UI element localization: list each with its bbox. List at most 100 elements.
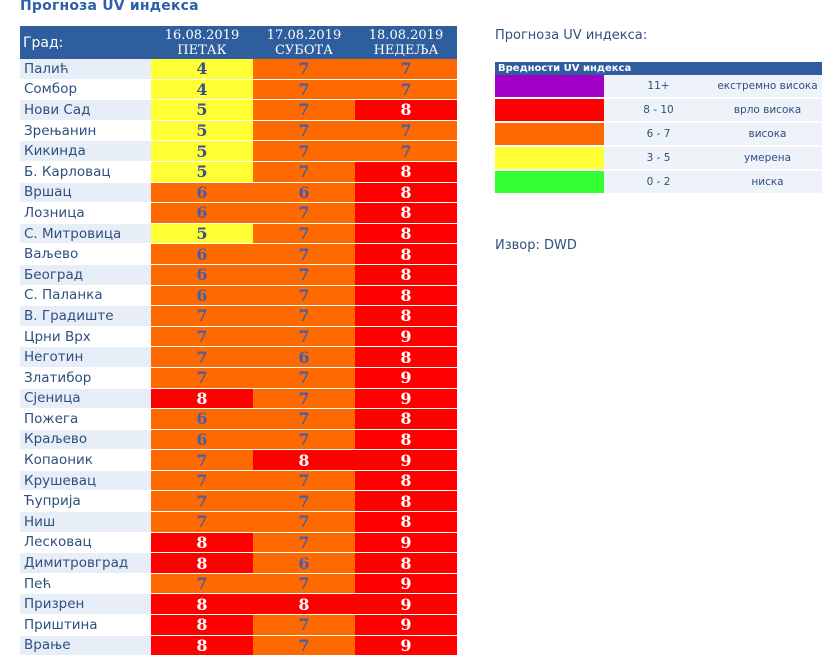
city-name: Сомбор xyxy=(20,79,151,101)
legend-row: 11+ екстремно висока xyxy=(495,75,822,99)
uv-value-day-3: 8 xyxy=(355,182,457,204)
table-row: Пећ 7 7 9 xyxy=(20,573,457,595)
uv-value-day-3: 8 xyxy=(355,243,457,265)
uv-value-day-2: 7 xyxy=(253,120,355,142)
table-row: В. Градиште 7 7 8 xyxy=(20,305,457,327)
uv-value-day-1: 5 xyxy=(151,99,253,121)
uv-value-day-2: 7 xyxy=(253,264,355,286)
uv-value-day-2: 7 xyxy=(253,161,355,183)
uv-legend-table: Вредности UV индекса 11+ екстремно висок… xyxy=(495,62,822,195)
table-row: Вршац 6 6 8 xyxy=(20,182,457,204)
city-name: Б. Карловац xyxy=(20,161,151,183)
city-name: Ћуприја xyxy=(20,490,151,513)
table-row: Кикинда 5 7 7 xyxy=(20,140,457,162)
uv-value-day-3: 9 xyxy=(355,388,457,410)
uv-value-day-3: 8 xyxy=(355,264,457,286)
legend-label: висока xyxy=(713,122,822,147)
uv-value-day-1: 7 xyxy=(151,305,253,327)
uv-table-body: Палић 4 7 7 Сомбор 4 7 7 Нови Сад 5 7 8 Зрењанин 5 7 7 К… xyxy=(20,59,457,656)
table-row: Приштина 8 7 9 xyxy=(20,614,457,636)
day-date: 16.08.2019 xyxy=(164,27,240,43)
uv-value-day-2: 7 xyxy=(253,635,355,656)
uv-value-day-2: 7 xyxy=(253,202,355,224)
city-name: Неготин xyxy=(20,346,151,368)
city-name: Лесковац xyxy=(20,532,151,554)
city-name: С. Митровица xyxy=(20,223,151,245)
city-name: Златибор xyxy=(20,367,151,389)
uv-value-day-2: 7 xyxy=(253,388,355,410)
city-name: Вршац xyxy=(20,182,151,204)
legend-range: 11+ xyxy=(604,75,713,99)
city-name: Зрењанин xyxy=(20,120,151,142)
uv-value-day-3: 8 xyxy=(355,223,457,245)
uv-value-day-2: 8 xyxy=(253,593,355,616)
uv-value-day-1: 8 xyxy=(151,388,253,410)
uv-value-day-1: 6 xyxy=(151,408,253,430)
uv-value-day-2: 7 xyxy=(253,326,355,348)
city-name: Крушевац xyxy=(20,470,151,492)
uv-value-day-3: 7 xyxy=(355,140,457,162)
table-row: Б. Карловац 5 7 8 xyxy=(20,161,457,183)
table-row: Београд 6 7 8 xyxy=(20,264,457,286)
legend-range: 6 - 7 xyxy=(604,122,713,147)
table-row: Лесковац 8 7 9 xyxy=(20,532,457,554)
legend-row: 3 - 5 умерена xyxy=(495,146,822,171)
uv-value-day-2: 7 xyxy=(253,243,355,265)
legend-label: умерена xyxy=(713,146,822,171)
table-row: Краљево 6 7 8 xyxy=(20,429,457,451)
legend-swatch-green xyxy=(495,170,604,195)
table-row: Крушевац 7 7 8 xyxy=(20,470,457,492)
uv-value-day-3: 8 xyxy=(355,99,457,121)
legend-swatch-orange xyxy=(495,122,604,147)
uv-value-day-1: 7 xyxy=(151,573,253,595)
table-row: Димитровград 8 6 8 xyxy=(20,552,457,574)
uv-value-day-3: 8 xyxy=(355,346,457,368)
uv-value-day-2: 6 xyxy=(253,182,355,204)
legend-range: 3 - 5 xyxy=(604,146,713,171)
table-row: Ваљево 6 7 8 xyxy=(20,243,457,265)
city-name: Сјеница xyxy=(20,388,151,410)
uv-value-day-3: 9 xyxy=(355,635,457,656)
uv-value-day-1: 6 xyxy=(151,202,253,224)
uv-value-day-1: 7 xyxy=(151,449,253,471)
uv-value-day-1: 7 xyxy=(151,511,253,533)
city-name: Димитровград xyxy=(20,552,151,574)
table-row: Неготин 7 6 8 xyxy=(20,346,457,368)
uv-value-day-2: 7 xyxy=(253,429,355,451)
table-row: Ћуприја 7 7 8 xyxy=(20,490,457,513)
uv-value-day-2: 7 xyxy=(253,408,355,430)
uv-value-day-2: 7 xyxy=(253,223,355,245)
uv-value-day-2: 7 xyxy=(253,490,355,513)
city-name: Ваљево xyxy=(20,243,151,265)
city-name: С. Паланка xyxy=(20,285,151,307)
uv-value-day-1: 7 xyxy=(151,367,253,389)
uv-value-day-3: 9 xyxy=(355,573,457,595)
uv-value-day-1: 5 xyxy=(151,140,253,162)
table-row: Призрен 8 8 9 xyxy=(20,593,457,616)
page-title: Прогноза UV индекса xyxy=(20,0,199,14)
uv-value-day-1: 5 xyxy=(151,223,253,245)
table-row: С. Митровица 5 7 8 xyxy=(20,223,457,245)
uv-value-day-1: 8 xyxy=(151,635,253,656)
uv-value-day-3: 9 xyxy=(355,367,457,389)
city-name: Кикинда xyxy=(20,140,151,162)
uv-value-day-2: 7 xyxy=(253,532,355,554)
legend-label: ниска xyxy=(713,170,822,195)
uv-value-day-3: 9 xyxy=(355,449,457,471)
uv-value-day-3: 7 xyxy=(355,59,457,80)
city-name: Нови Сад xyxy=(20,99,151,121)
uv-value-day-3: 9 xyxy=(355,614,457,636)
uv-value-day-2: 7 xyxy=(253,99,355,121)
day-weekday: ПЕТАК xyxy=(177,42,227,58)
uv-value-day-3: 8 xyxy=(355,470,457,492)
uv-value-day-2: 7 xyxy=(253,470,355,492)
city-name: Београд xyxy=(20,264,151,286)
uv-value-day-3: 7 xyxy=(355,79,457,101)
uv-value-day-1: 6 xyxy=(151,429,253,451)
uv-value-day-3: 8 xyxy=(355,511,457,533)
city-name: В. Градиште xyxy=(20,305,151,327)
city-name: Лозница xyxy=(20,202,151,224)
uv-value-day-1: 4 xyxy=(151,79,253,101)
uv-value-day-2: 7 xyxy=(253,140,355,162)
legend-swatch-red xyxy=(495,98,604,123)
